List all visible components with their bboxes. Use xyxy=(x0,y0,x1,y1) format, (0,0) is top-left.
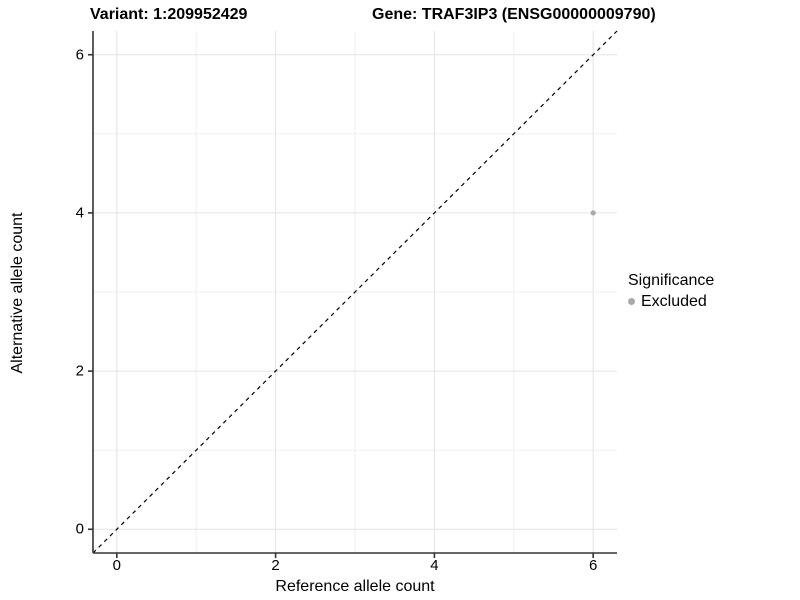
x-tick-label: 0 xyxy=(112,557,121,574)
legend-item-label: Excluded xyxy=(641,293,707,310)
x-axis-title: Reference allele count xyxy=(275,578,435,595)
plot-panel xyxy=(88,30,618,558)
plot-canvas xyxy=(88,30,618,558)
y-tick-label: 0 xyxy=(75,520,84,538)
y-axis-title: Alternative allele count xyxy=(9,212,26,374)
legend-item: Excluded xyxy=(628,292,714,311)
x-tick-label: 2 xyxy=(271,557,280,574)
data-point xyxy=(590,210,596,216)
legend: Significance Excluded xyxy=(628,271,714,311)
legend-title: Significance xyxy=(628,272,715,289)
x-tick-label: 6 xyxy=(589,557,598,574)
y-tick-label: 6 xyxy=(75,46,84,64)
gene-title: Gene: TRAF3IP3 (ENSG00000009790) xyxy=(372,6,656,23)
y-tick-label: 4 xyxy=(75,204,84,222)
identity-dashed-line xyxy=(92,30,618,554)
x-tick-label: 4 xyxy=(430,557,439,574)
variant-title: Variant: 1:209952429 xyxy=(90,6,248,23)
legend-point-icon xyxy=(628,298,635,305)
y-tick-label: 2 xyxy=(75,362,84,380)
